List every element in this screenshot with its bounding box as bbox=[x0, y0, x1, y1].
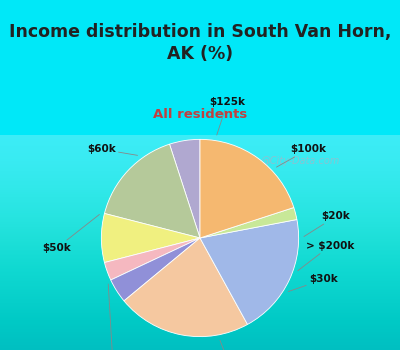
Text: $50k: $50k bbox=[43, 215, 100, 253]
Wedge shape bbox=[170, 139, 200, 238]
Wedge shape bbox=[111, 238, 200, 301]
Text: $125k: $125k bbox=[210, 97, 246, 135]
Wedge shape bbox=[200, 208, 297, 238]
Text: > $200k: > $200k bbox=[298, 241, 354, 271]
Wedge shape bbox=[200, 139, 294, 238]
Text: $20k: $20k bbox=[304, 211, 350, 237]
Wedge shape bbox=[104, 238, 200, 280]
Text: @City-Data.com: @City-Data.com bbox=[260, 156, 340, 166]
Text: $60k: $60k bbox=[87, 144, 138, 155]
Text: $75k: $75k bbox=[99, 284, 128, 350]
Wedge shape bbox=[200, 219, 299, 324]
Wedge shape bbox=[104, 144, 200, 238]
Wedge shape bbox=[124, 238, 248, 337]
Text: $200k: $200k bbox=[220, 341, 256, 350]
Text: All residents: All residents bbox=[153, 108, 247, 121]
Text: Income distribution in South Van Horn,
AK (%): Income distribution in South Van Horn, A… bbox=[9, 23, 391, 63]
Wedge shape bbox=[101, 214, 200, 262]
Text: $100k: $100k bbox=[276, 144, 326, 167]
Text: $30k: $30k bbox=[288, 274, 338, 292]
